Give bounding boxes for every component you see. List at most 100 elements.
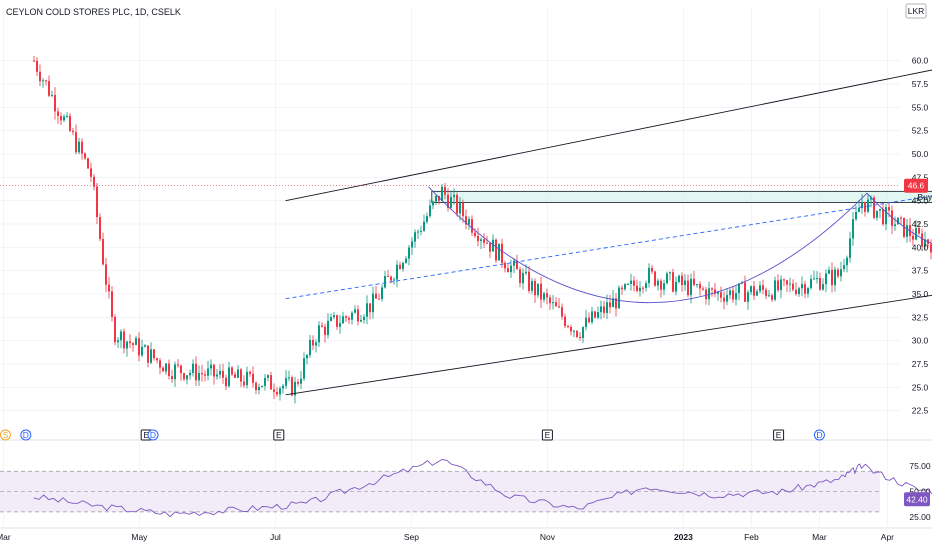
- candle[interactable]: [840, 269, 842, 277]
- event-marker-dividend[interactable]: [20, 429, 32, 441]
- candle[interactable]: [513, 260, 515, 266]
- candle[interactable]: [42, 80, 44, 82]
- candle[interactable]: [849, 238, 851, 258]
- candle[interactable]: [897, 217, 899, 225]
- candle[interactable]: [711, 288, 713, 290]
- candle[interactable]: [441, 186, 443, 201]
- candle[interactable]: [759, 285, 761, 292]
- candle[interactable]: [159, 360, 161, 368]
- candle[interactable]: [393, 279, 395, 281]
- candle[interactable]: [432, 201, 434, 206]
- candle[interactable]: [576, 330, 578, 338]
- candle[interactable]: [585, 317, 587, 328]
- candle[interactable]: [693, 278, 695, 285]
- candle[interactable]: [525, 271, 527, 274]
- candle[interactable]: [762, 285, 764, 290]
- candle[interactable]: [534, 281, 536, 296]
- event-marker-split[interactable]: [0, 429, 11, 441]
- candle[interactable]: [876, 210, 878, 218]
- candle[interactable]: [894, 224, 896, 226]
- candle[interactable]: [423, 221, 425, 231]
- candle[interactable]: [261, 385, 263, 388]
- candle[interactable]: [792, 283, 794, 290]
- candle[interactable]: [114, 316, 116, 343]
- candle[interactable]: [282, 385, 284, 389]
- candle[interactable]: [666, 273, 668, 284]
- candle[interactable]: [804, 284, 806, 294]
- candle[interactable]: [450, 197, 452, 208]
- candle[interactable]: [63, 116, 65, 121]
- candle[interactable]: [210, 364, 212, 369]
- candle[interactable]: [561, 307, 563, 317]
- candle[interactable]: [279, 388, 281, 395]
- candle[interactable]: [546, 293, 548, 298]
- candle[interactable]: [360, 319, 362, 322]
- candle[interactable]: [201, 373, 203, 375]
- candle[interactable]: [855, 211, 857, 220]
- candle[interactable]: [591, 311, 593, 323]
- candle[interactable]: [36, 60, 38, 72]
- candle[interactable]: [735, 293, 737, 300]
- candle[interactable]: [354, 309, 356, 313]
- candle[interactable]: [390, 276, 392, 281]
- candle[interactable]: [789, 283, 791, 285]
- candle[interactable]: [333, 315, 335, 318]
- candle[interactable]: [435, 195, 437, 202]
- candle[interactable]: [573, 330, 575, 332]
- candle[interactable]: [105, 264, 107, 285]
- candle[interactable]: [882, 208, 884, 225]
- candle[interactable]: [750, 286, 752, 293]
- candle[interactable]: [468, 219, 470, 225]
- candle[interactable]: [306, 355, 308, 359]
- candle[interactable]: [888, 207, 890, 211]
- candle[interactable]: [486, 242, 488, 244]
- candle[interactable]: [825, 273, 827, 285]
- candle[interactable]: [186, 375, 188, 380]
- candle[interactable]: [822, 284, 824, 290]
- candle[interactable]: [489, 242, 491, 252]
- candle[interactable]: [81, 141, 83, 154]
- candle[interactable]: [630, 280, 632, 284]
- candle[interactable]: [507, 268, 509, 273]
- candle[interactable]: [834, 269, 836, 286]
- candle[interactable]: [348, 317, 350, 320]
- candle[interactable]: [57, 111, 59, 116]
- candle[interactable]: [312, 339, 314, 346]
- candle[interactable]: [603, 306, 605, 313]
- candle[interactable]: [597, 312, 599, 318]
- candle[interactable]: [378, 298, 380, 300]
- event-marker-earnings[interactable]: [773, 429, 785, 441]
- candle[interactable]: [864, 201, 866, 212]
- candle[interactable]: [69, 115, 71, 131]
- candle[interactable]: [606, 302, 608, 313]
- candle[interactable]: [207, 368, 209, 376]
- candle[interactable]: [366, 303, 368, 317]
- candles[interactable]: [33, 55, 932, 404]
- candle[interactable]: [570, 327, 572, 332]
- candle[interactable]: [861, 201, 863, 209]
- event-marker-earnings[interactable]: [541, 429, 553, 441]
- candle[interactable]: [156, 358, 158, 361]
- candle[interactable]: [75, 132, 77, 153]
- candle[interactable]: [438, 195, 440, 201]
- candle[interactable]: [54, 95, 56, 112]
- candle[interactable]: [669, 272, 671, 274]
- currency-badge-box[interactable]: [905, 3, 927, 19]
- event-markers[interactable]: SDEDEEEDEDEE: [0, 429, 932, 441]
- candle[interactable]: [48, 81, 50, 96]
- candle[interactable]: [183, 373, 185, 380]
- candle[interactable]: [702, 288, 704, 290]
- candle[interactable]: [567, 326, 569, 328]
- candle[interactable]: [198, 373, 200, 381]
- candle[interactable]: [351, 312, 353, 320]
- candle[interactable]: [891, 210, 893, 226]
- candle[interactable]: [228, 367, 230, 387]
- candle[interactable]: [270, 375, 272, 390]
- candle[interactable]: [327, 320, 329, 335]
- candle[interactable]: [783, 279, 785, 281]
- candle[interactable]: [705, 289, 707, 300]
- candle[interactable]: [798, 288, 800, 295]
- candle[interactable]: [264, 377, 266, 386]
- candle[interactable]: [318, 325, 320, 343]
